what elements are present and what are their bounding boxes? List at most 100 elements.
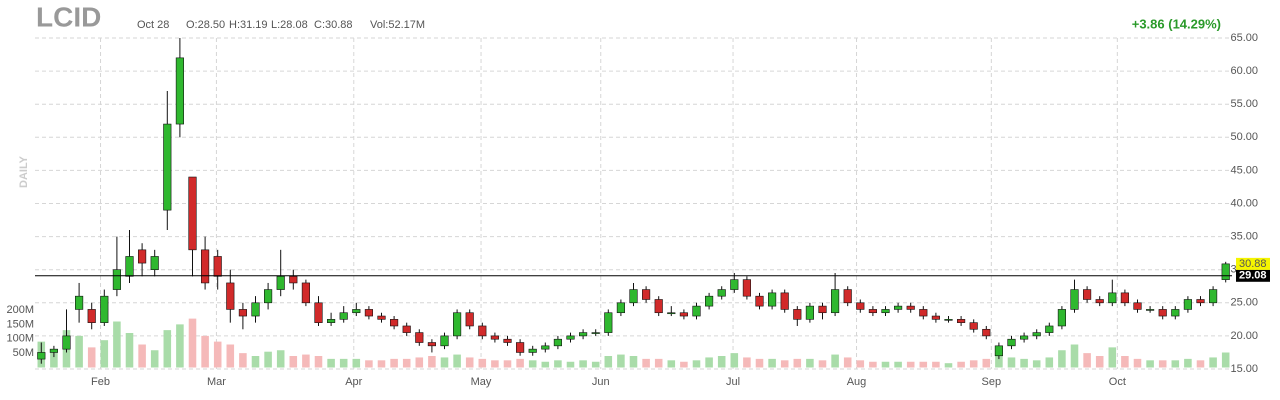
candle-body: [238, 309, 247, 317]
volume-bar: [1171, 360, 1180, 368]
candle-body: [1070, 289, 1079, 310]
volume-bar: [1095, 356, 1104, 368]
candle-body: [1020, 335, 1029, 340]
y-tick-label: 20.00: [1230, 330, 1258, 342]
candle-body: [490, 335, 499, 340]
candle-body: [566, 335, 575, 340]
x-tick-label: Jul: [726, 376, 740, 388]
volume-tick-label: 100M: [6, 333, 34, 345]
y-tick-label: 50.00: [1230, 131, 1258, 143]
candle-body: [327, 319, 336, 323]
volume-bar: [87, 347, 96, 368]
candle-body: [944, 319, 953, 321]
volume-bar: [1158, 360, 1167, 368]
candle-body: [390, 319, 399, 327]
volume-bar: [365, 360, 373, 368]
volume-bar: [302, 354, 310, 368]
candle-body: [1120, 292, 1129, 304]
volume-bar: [705, 357, 713, 368]
candle-body: [1209, 289, 1218, 304]
candle-body: [1221, 263, 1230, 280]
volume-bar: [1007, 357, 1016, 368]
volume-bar: [831, 354, 839, 368]
date: Oct 28: [137, 19, 169, 31]
candle-body: [1083, 289, 1092, 300]
volume-bar: [1020, 358, 1028, 368]
volume-bar: [1083, 353, 1091, 368]
candle-body: [377, 315, 386, 320]
x-tick-label: Oct: [1109, 376, 1126, 388]
volume-bar: [654, 358, 663, 368]
candle-body: [516, 342, 525, 353]
candle-body: [314, 302, 323, 323]
volume-bar: [1070, 344, 1079, 368]
period: DAILY: [18, 155, 30, 188]
volume-bar: [629, 356, 638, 368]
low-text: L:28.08: [271, 19, 308, 31]
volume-bar: [869, 361, 877, 368]
volume-bar: [478, 358, 487, 368]
close-text: C:30.88: [314, 19, 353, 31]
candle-body: [87, 309, 96, 323]
candle-body: [1171, 309, 1180, 317]
candle-body: [730, 279, 739, 290]
x-tick-label: Feb: [91, 376, 110, 388]
candle-body: [793, 309, 802, 320]
candle-body: [75, 295, 84, 310]
y-tick-label: 65.00: [1230, 32, 1258, 44]
candle-body: [112, 269, 121, 290]
volume-bar: [239, 353, 247, 368]
volume-bar: [264, 351, 272, 368]
candle-body: [642, 289, 651, 300]
candle-body: [1108, 292, 1117, 304]
volume-bar: [667, 360, 676, 368]
candle-body: [629, 289, 638, 304]
volume-bar: [201, 335, 209, 368]
candle-body: [755, 295, 764, 307]
candle-body: [881, 309, 890, 314]
candle-body: [957, 319, 966, 323]
candle-body: [264, 289, 273, 304]
y-tick-label: 15.00: [1230, 363, 1258, 375]
candle-body: [213, 256, 222, 277]
volume-bar: [944, 363, 953, 368]
candle-body: [1045, 325, 1054, 333]
candle-body: [894, 305, 903, 310]
candle-body: [667, 312, 676, 315]
volume-bar: [818, 360, 827, 368]
candle-body: [201, 249, 210, 284]
volume-bar: [415, 357, 424, 368]
candle-body: [1133, 302, 1142, 310]
candle-body: [818, 305, 827, 314]
candle-body: [402, 325, 411, 333]
volume-bar: [1221, 352, 1230, 368]
volume-bar: [150, 350, 159, 368]
candle-body: [427, 342, 436, 347]
candle-body: [175, 57, 184, 125]
candle-body: [856, 302, 865, 310]
candle-body: [831, 289, 840, 314]
candle-body: [251, 302, 260, 317]
volume-bar: [339, 358, 348, 368]
volume-bar: [579, 360, 587, 368]
x-tick-label: Mar: [207, 376, 226, 388]
candle-body: [604, 312, 613, 333]
volume-bar: [692, 360, 701, 368]
volume-tick-label: 200M: [6, 304, 34, 316]
x-tick-label: Jun: [592, 376, 610, 388]
candle-body: [1196, 299, 1205, 304]
candle-body: [289, 276, 298, 284]
candle-body: [780, 292, 789, 310]
volume-bar: [843, 357, 852, 368]
candle-body: [541, 345, 550, 350]
candle-body: [415, 332, 424, 343]
candle-body: [339, 312, 348, 320]
volume-bar: [163, 330, 172, 368]
volume-bar: [516, 358, 524, 368]
volume-bar: [730, 353, 739, 368]
volume-bar: [541, 361, 550, 368]
candle-body: [1095, 299, 1104, 304]
volume-bar: [1058, 350, 1066, 368]
volume-bar: [138, 344, 146, 368]
volume-bar: [465, 357, 474, 368]
